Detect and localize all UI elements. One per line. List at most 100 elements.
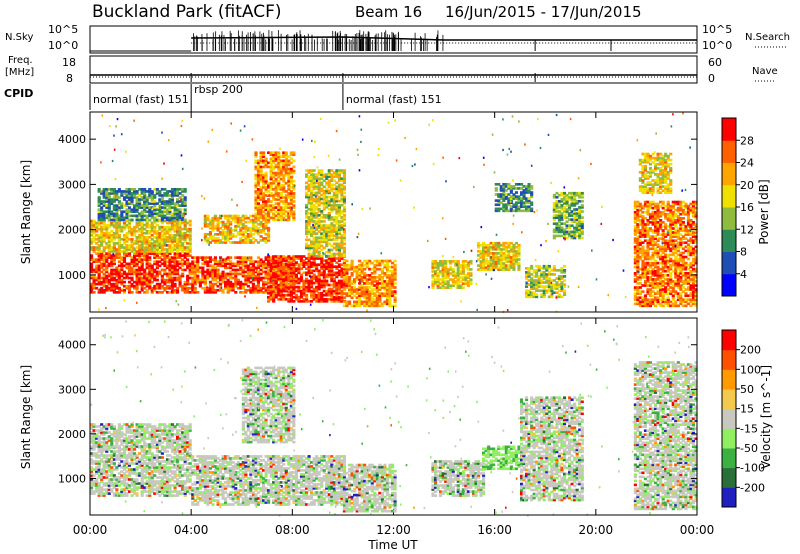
heatmap-cell — [163, 214, 167, 218]
heatmap-cell — [327, 216, 331, 219]
heatmap-cell — [507, 250, 511, 253]
heatmap-cell — [317, 187, 321, 191]
heatmap-cell — [509, 256, 513, 259]
heatmap-cell — [107, 200, 111, 203]
heatmap-cell — [277, 264, 281, 268]
heatmap-cell — [176, 188, 180, 191]
heatmap-cell — [335, 230, 339, 233]
heatmap-cell — [444, 268, 448, 271]
heatmap-cell — [552, 234, 556, 238]
heatmap-cell — [92, 219, 96, 223]
heatmap-cell — [133, 190, 137, 193]
heatmap-cell — [499, 250, 503, 253]
heatmap-cell — [307, 265, 311, 269]
heatmap-cell — [282, 169, 286, 173]
heatmap-cell — [259, 198, 263, 201]
heatmap-cell — [155, 272, 159, 276]
heatmap-cell — [317, 230, 321, 233]
heatmap-cell — [239, 216, 243, 220]
heatmap-cell — [277, 169, 281, 173]
heatmap-cell — [216, 224, 220, 228]
heatmap-cell — [196, 276, 200, 280]
heatmap-cell — [297, 255, 301, 258]
heatmap-cell — [259, 268, 263, 272]
heatmap-cell — [102, 258, 106, 262]
heatmap-cell — [330, 216, 334, 219]
heatmap-cell — [340, 195, 344, 199]
heatmap-cell — [540, 289, 544, 293]
heatmap-cell — [256, 233, 261, 236]
heatmap-cell — [143, 240, 147, 243]
nave-tick-top: 60 — [708, 56, 722, 69]
heatmap-cell — [122, 254, 127, 257]
heatmap-cell — [254, 216, 258, 220]
heatmap-cell — [241, 270, 245, 274]
heatmap-cell — [317, 169, 321, 172]
heatmap-cell — [530, 193, 534, 196]
heatmap-cell — [294, 293, 299, 297]
heatmap-cell — [125, 233, 129, 237]
heatmap-cell — [224, 280, 228, 284]
heatmap-cell — [176, 242, 180, 245]
heatmap-cell — [317, 298, 321, 301]
heatmap-cell — [375, 263, 379, 267]
heatmap-cell — [489, 245, 493, 249]
heatmap-cell — [168, 266, 172, 270]
heatmap-cell — [340, 254, 344, 258]
heatmap-cell — [378, 296, 382, 300]
heatmap-cell — [170, 270, 175, 274]
heatmap-cell — [345, 280, 349, 283]
heatmap-cell — [297, 263, 301, 267]
heatmap-cell — [168, 268, 172, 272]
heatmap-cell — [560, 277, 564, 280]
heatmap-cell — [125, 262, 129, 266]
heatmap-cell — [213, 241, 218, 244]
heatmap-cell — [525, 293, 529, 297]
heatmap-cell — [183, 260, 187, 264]
heatmap-cell — [299, 279, 304, 283]
heatmap-cell — [568, 234, 572, 238]
heatmap-cell — [176, 210, 180, 214]
heatmap-cell — [165, 236, 170, 239]
heatmap-cell — [97, 212, 101, 216]
heatmap-cell — [317, 252, 321, 256]
heatmap-cell — [158, 242, 162, 245]
heatmap-cell — [327, 261, 331, 264]
heatmap-cell — [229, 262, 233, 266]
heatmap-cell — [127, 264, 132, 268]
heatmap-cell — [315, 191, 319, 195]
heatmap-cell — [115, 218, 119, 222]
heatmap-cell — [181, 242, 185, 245]
heatmap-cell — [226, 274, 230, 278]
heatmap-cell — [259, 194, 263, 197]
heatmap-cell — [193, 278, 197, 282]
heatmap-cell — [107, 246, 111, 249]
heatmap-cell — [120, 227, 124, 231]
heatmap-cell — [122, 258, 127, 262]
heatmap-cell — [340, 216, 344, 219]
heatmap-cell — [522, 197, 526, 200]
heatmap-cell — [115, 236, 119, 239]
heatmap-cell — [365, 290, 369, 293]
heatmap-cell — [95, 227, 99, 231]
heatmap-cell — [150, 216, 154, 220]
heatmap-cell — [229, 237, 233, 240]
heatmap-cell — [504, 183, 508, 186]
heatmap-cell — [380, 276, 385, 279]
heatmap-cell — [234, 276, 238, 280]
heatmap-cell — [492, 260, 496, 263]
heatmap-cell — [289, 208, 293, 212]
heatmap-cell — [535, 293, 539, 297]
heatmap-cell — [340, 238, 344, 242]
heatmap-cell — [264, 194, 268, 197]
heatmap-cell — [342, 269, 347, 273]
heatmap-cell — [97, 274, 101, 278]
heatmap-cell — [176, 223, 180, 227]
heatmap-cell — [122, 236, 127, 239]
heatmap-cell — [256, 165, 261, 169]
heatmap-cell — [527, 201, 531, 205]
heatmap-cell — [183, 227, 187, 231]
heatmap-cell — [320, 220, 324, 223]
heatmap-cell — [284, 181, 288, 185]
heatmap-cell — [502, 258, 506, 261]
